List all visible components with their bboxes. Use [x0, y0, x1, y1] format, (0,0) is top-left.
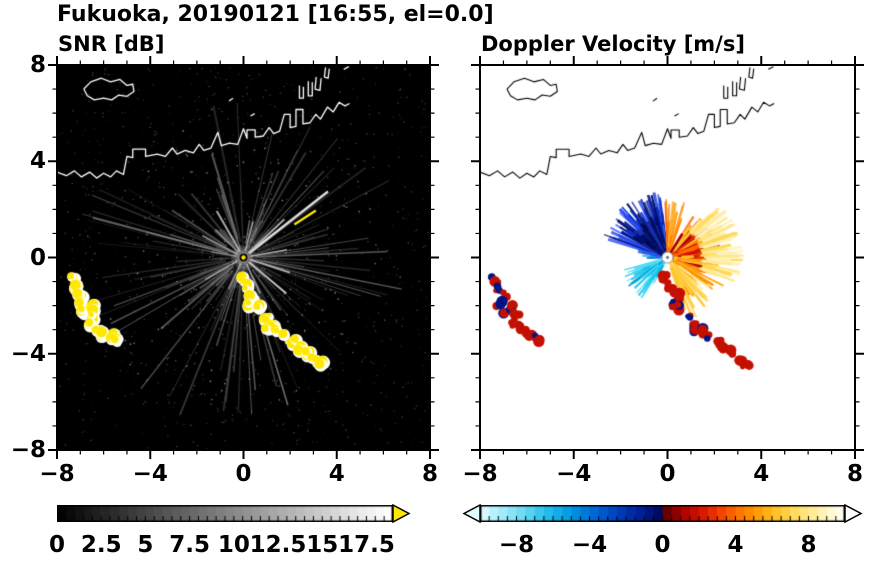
doppler-colorbar-label: 0 — [654, 532, 671, 558]
snr-colorbar — [57, 505, 393, 522]
doppler-colorbar-label: −8 — [498, 532, 535, 558]
y-tick-label: 8 — [29, 52, 46, 78]
doppler-colorbar-label: −4 — [571, 532, 608, 558]
snr-x-tick-label: 4 — [328, 461, 345, 487]
doppler-ppi-plot — [480, 65, 855, 450]
doppler-colorbar-over-arrow — [844, 503, 863, 524]
snr-colorbar-label: 17.5 — [338, 532, 395, 558]
dop-x-tick-label: −8 — [462, 461, 498, 487]
snr-panel-title: SNR [dB] — [58, 32, 165, 56]
y-tick-label: −8 — [10, 437, 46, 463]
snr-colorbar-label: 5 — [137, 532, 154, 558]
doppler-panel-title: Doppler Velocity [m/s] — [481, 32, 745, 56]
dop-x-tick-label: 0 — [659, 461, 676, 487]
doppler-colorbar — [480, 505, 845, 522]
snr-x-tick-label: 8 — [421, 461, 438, 487]
snr-colorbar-label: 0 — [48, 532, 65, 558]
y-tick-label: −4 — [10, 340, 46, 367]
doppler-colorbar-under-arrow — [462, 503, 481, 524]
y-tick-label: 4 — [29, 148, 46, 175]
doppler-colorbar-label: 8 — [800, 532, 817, 558]
doppler-colorbar-label: 4 — [727, 532, 744, 558]
dop-x-tick-label: 8 — [846, 461, 863, 487]
snr-colorbar-over-arrow — [392, 503, 411, 524]
y-tick-label: 0 — [29, 244, 46, 271]
snr-ppi-plot — [57, 65, 430, 450]
dop-x-tick-label: −4 — [556, 461, 592, 487]
snr-colorbar-label: 2.5 — [80, 532, 122, 558]
snr-colorbar-label: 12.5 — [249, 532, 307, 558]
snr-colorbar-label: 10 — [217, 532, 250, 558]
snr-x-tick-label: −8 — [39, 461, 75, 487]
dop-x-tick-label: 4 — [753, 461, 770, 487]
snr-x-tick-label: 0 — [235, 461, 252, 487]
snr-x-tick-label: −4 — [132, 461, 168, 487]
figure-title: Fukuoka, 20190121 [16:55, el=0.0] — [57, 2, 494, 27]
snr-colorbar-label: 15 — [306, 532, 339, 558]
snr-colorbar-label: 7.5 — [169, 532, 210, 558]
